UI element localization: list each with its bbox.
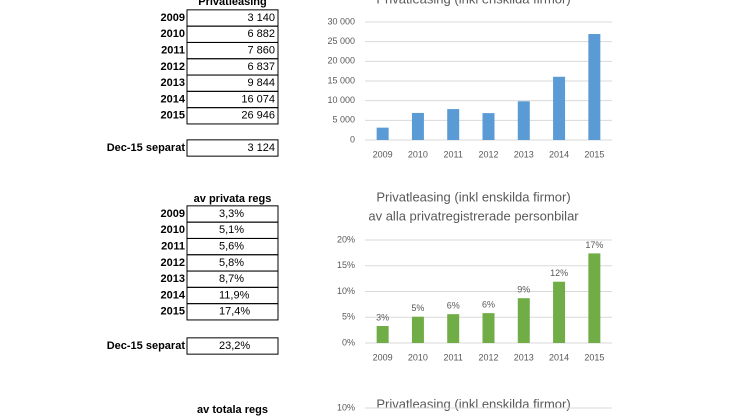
cell-value: 9 844 <box>247 77 275 89</box>
y-tick-label: 0% <box>342 337 355 347</box>
row-label: 2012 <box>161 61 185 73</box>
y-tick-label: 25 000 <box>327 36 355 46</box>
row-label: Dec-15 separat <box>107 340 186 352</box>
y-tick-label: 0 <box>350 134 355 144</box>
y-tick-label: 20% <box>337 234 355 244</box>
chart-title: Privatleasing (inkl enskilda firmor) <box>376 396 570 411</box>
cell-value: 3,3% <box>219 208 244 220</box>
data-label: 5% <box>411 303 424 313</box>
chart-title: Privatleasing (inkl enskilda firmor) <box>376 189 570 204</box>
row-label: 2014 <box>161 289 186 301</box>
cell <box>186 107 279 125</box>
bar <box>447 314 460 343</box>
row-label: 2013 <box>161 77 185 89</box>
row-label: 2011 <box>161 45 185 57</box>
x-tick-label: 2014 <box>549 149 569 159</box>
x-tick-label: 2015 <box>584 149 604 159</box>
bar <box>482 113 495 140</box>
x-tick-label: 2012 <box>478 149 498 159</box>
y-tick-label: 15 000 <box>327 75 355 85</box>
row-label: 2013 <box>161 273 185 285</box>
row-label: 2012 <box>161 257 185 269</box>
y-tick-label: 10 000 <box>327 95 355 105</box>
cell-value: 11,9% <box>219 289 250 301</box>
cell <box>186 337 279 355</box>
bar <box>588 253 601 343</box>
data-label: 9% <box>517 285 530 295</box>
cell-value: 3 140 <box>247 12 275 24</box>
y-tick-label: 5% <box>342 312 355 322</box>
y-tick-label: 10% <box>337 402 355 412</box>
x-tick-label: 2015 <box>584 352 604 362</box>
x-tick-label: 2010 <box>408 352 428 362</box>
row-label: 2010 <box>161 224 185 236</box>
bar <box>517 298 530 343</box>
table-header: av totala regs <box>197 404 268 416</box>
cell-value: 6 837 <box>247 61 275 73</box>
bar <box>411 112 424 140</box>
data-label: 17% <box>585 240 603 250</box>
y-tick-label: 30 000 <box>327 16 355 26</box>
table-header: Privatleasing <box>198 0 266 8</box>
cell-value: 7 860 <box>247 45 275 57</box>
bar <box>411 316 424 343</box>
x-tick-label: 2009 <box>373 149 393 159</box>
row-label: 2015 <box>161 306 185 318</box>
table-header: av privata regs <box>194 193 272 205</box>
cell-value: 5,6% <box>219 241 244 253</box>
cell-value: 8,7% <box>219 273 244 285</box>
chart-title: Privatleasing (inkl enskilda firmor) <box>376 0 570 6</box>
row-label: 2009 <box>161 208 185 220</box>
data-label: 12% <box>550 268 568 278</box>
bar <box>482 313 495 343</box>
row-label: 2014 <box>161 93 186 105</box>
row-label: 2010 <box>161 28 185 40</box>
cell-value: 16 074 <box>241 93 275 105</box>
bar <box>376 326 389 343</box>
x-tick-label: 2011 <box>444 352 463 362</box>
cell-value: 5,8% <box>219 257 244 269</box>
x-tick-label: 2009 <box>373 352 393 362</box>
bar <box>553 76 566 140</box>
x-tick-label: 2013 <box>514 149 534 159</box>
row-label: 2015 <box>161 110 185 122</box>
row-label: 2011 <box>161 241 185 253</box>
cell <box>186 139 279 157</box>
bar <box>588 34 601 140</box>
y-tick-label: 5 000 <box>332 115 355 125</box>
y-tick-label: 10% <box>337 286 355 296</box>
x-tick-label: 2012 <box>478 352 498 362</box>
data-label: 6% <box>447 301 460 311</box>
bar <box>447 109 460 140</box>
row-label: 2009 <box>161 12 185 24</box>
x-tick-label: 2014 <box>549 352 569 362</box>
y-tick-label: 15% <box>337 260 355 270</box>
x-tick-label: 2011 <box>444 149 463 159</box>
row-label: Dec-15 separat <box>107 142 186 154</box>
cell-value: 5,1% <box>219 224 244 236</box>
y-tick-label: 20 000 <box>327 56 355 66</box>
chart-subtitle: av alla privatregistrerade personbilar <box>368 208 579 223</box>
bar <box>376 127 389 140</box>
data-label: 3% <box>376 312 389 322</box>
cell-value: 26 946 <box>241 110 275 122</box>
cell-value: 23,2% <box>219 340 250 352</box>
cell-value: 17,4% <box>219 306 250 318</box>
bar <box>517 101 530 140</box>
cell <box>186 303 279 321</box>
bar <box>553 281 566 343</box>
cell-value: 3 124 <box>247 142 275 154</box>
x-tick-label: 2010 <box>408 149 428 159</box>
x-tick-label: 2013 <box>514 352 534 362</box>
cell-value: 6 882 <box>247 28 275 40</box>
data-label: 6% <box>482 300 495 310</box>
